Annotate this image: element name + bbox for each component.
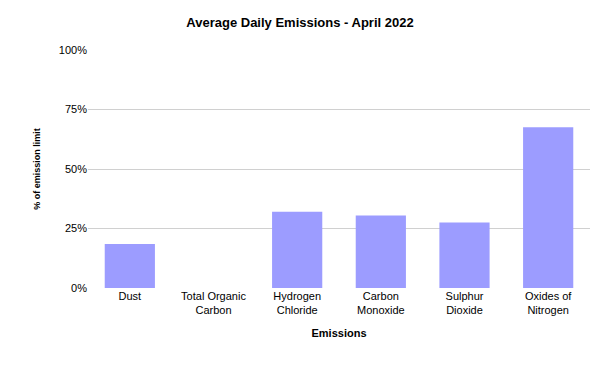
svg-text:% of emission limit: % of emission limit — [32, 128, 42, 210]
svg-text:Total OrganicCarbon: Total OrganicCarbon — [181, 290, 246, 316]
svg-text:100%: 100% — [59, 44, 87, 56]
svg-text:SulphurDioxide: SulphurDioxide — [446, 290, 484, 316]
svg-text:HydrogenChloride: HydrogenChloride — [273, 290, 321, 316]
svg-text:CarbonMonoxide: CarbonMonoxide — [357, 290, 405, 316]
svg-text:0%: 0% — [71, 282, 87, 294]
svg-text:Oxides ofNitrogen: Oxides ofNitrogen — [525, 290, 572, 316]
svg-text:75%: 75% — [65, 103, 87, 115]
svg-text:50%: 50% — [65, 163, 87, 175]
svg-text:Dust: Dust — [119, 290, 142, 302]
svg-text:Emissions: Emissions — [311, 327, 366, 339]
svg-text:25%: 25% — [65, 222, 87, 234]
svg-text:Average Daily Emissions - Apri: Average Daily Emissions - April 2022 — [186, 15, 413, 30]
